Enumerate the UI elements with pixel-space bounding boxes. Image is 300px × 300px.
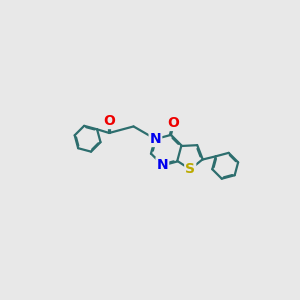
Text: O: O <box>103 114 115 128</box>
Text: N: N <box>157 158 168 172</box>
Text: S: S <box>185 162 195 176</box>
Text: N: N <box>150 132 161 146</box>
Text: O: O <box>168 116 179 130</box>
